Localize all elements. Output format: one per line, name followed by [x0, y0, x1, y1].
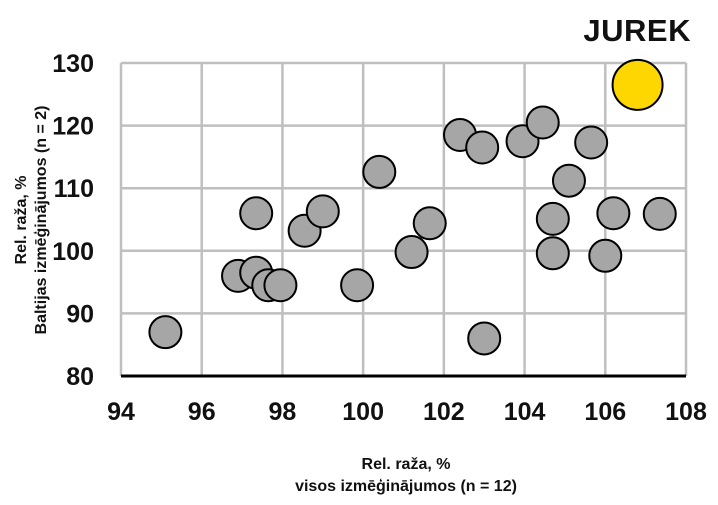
y-tick-label: 120	[52, 113, 94, 141]
x-tick-label: 104	[504, 398, 546, 426]
y-tick-label: 90	[66, 300, 94, 328]
data-points	[148, 58, 677, 356]
x-tick-label: 102	[423, 398, 465, 426]
data-point	[465, 130, 500, 165]
data-point	[340, 268, 375, 303]
data-point	[305, 194, 340, 229]
highlight-point-jurek	[611, 58, 664, 111]
data-point	[535, 236, 570, 271]
x-axis-label-line2: visos izmēģinājumos (n = 12)	[295, 477, 517, 495]
data-point	[596, 196, 631, 231]
x-axis-label-line1: Rel. raža, %	[362, 456, 451, 473]
x-tick-label: 106	[584, 398, 626, 426]
data-point	[263, 268, 298, 303]
x-tick-label: 108	[665, 398, 707, 426]
data-point	[148, 315, 183, 350]
x-tick-label: 100	[342, 398, 384, 426]
data-point	[588, 238, 623, 273]
data-point	[362, 154, 397, 189]
y-tick-label: 130	[52, 50, 94, 78]
data-point	[535, 201, 570, 236]
data-point	[642, 196, 677, 231]
y-tick-label: 100	[52, 238, 94, 266]
data-point	[467, 321, 502, 356]
y-tick-label: 80	[66, 363, 94, 391]
data-point	[551, 163, 586, 198]
data-point	[239, 196, 274, 231]
data-point	[525, 105, 560, 140]
data-point	[412, 206, 447, 241]
data-point	[394, 235, 429, 270]
tick-labels: 94 96 98 100 102 104 106 108 80 90 100 110 120 130	[52, 50, 707, 426]
x-tick-label: 98	[269, 398, 297, 426]
chart-title: JUREK	[583, 13, 691, 48]
x-tick-label: 96	[188, 398, 216, 426]
data-point	[574, 125, 609, 160]
y-axis-label-line2: Baltijas izmēģinājumos (n = 2)	[32, 106, 50, 335]
y-axis-label-line1: Rel. raža, %	[13, 176, 30, 265]
y-tick-label: 110	[54, 175, 94, 203]
x-tick-label: 94	[107, 398, 135, 426]
